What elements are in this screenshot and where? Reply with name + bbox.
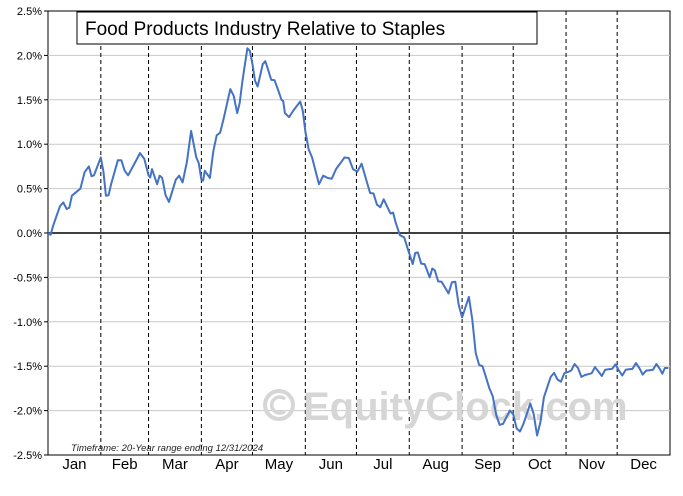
title-frame bbox=[76, 11, 538, 45]
y-tick-label: 2.0% bbox=[17, 50, 42, 62]
watermark: EquityClock.com bbox=[263, 385, 628, 429]
title-box: Food Products Industry Relative to Stapl… bbox=[76, 11, 538, 45]
x-tick-label: May bbox=[265, 456, 294, 473]
x-tick-label: Jan bbox=[62, 456, 86, 473]
watermark-text: EquityClock.com bbox=[303, 385, 628, 429]
x-tick-label: Aug bbox=[422, 456, 449, 473]
series-line bbox=[47, 47, 669, 437]
y-tick-label: 0.0% bbox=[17, 228, 42, 240]
y-tick-label: 1.0% bbox=[17, 139, 42, 151]
x-tick-label: Nov bbox=[578, 456, 605, 473]
x-tick-label: Jun bbox=[319, 456, 343, 473]
y-tick-label: -2.5% bbox=[13, 450, 42, 462]
x-tick-label: Apr bbox=[215, 456, 238, 473]
x-tick-label: Sep bbox=[474, 456, 501, 473]
x-tick-label: Oct bbox=[528, 456, 552, 473]
x-axis-ticks: Jan Feb Mar Apr May Jun Jul Aug Sep Oct Nov Dec bbox=[62, 456, 657, 473]
y-tick-label: -1.0% bbox=[13, 317, 42, 329]
x-tick-label: Dec bbox=[630, 456, 657, 473]
y-tick-label: 2.5% bbox=[17, 6, 42, 18]
y-tick-label: -2.0% bbox=[13, 406, 42, 418]
x-tick-label: Jul bbox=[373, 456, 392, 473]
y-tick-label: 0.5% bbox=[17, 184, 42, 196]
y-tick-label: -0.5% bbox=[13, 272, 42, 284]
timeframe-footnote: Timeframe: 20-Year range ending 12/31/20… bbox=[71, 443, 263, 454]
watermark-copyright-icon bbox=[263, 389, 295, 421]
x-tick-label: Feb bbox=[112, 456, 138, 473]
y-tick-label: -1.5% bbox=[13, 361, 42, 373]
chart-title: Food Products Industry Relative to Stapl… bbox=[85, 19, 445, 40]
watermark-copyright-c bbox=[269, 395, 287, 415]
y-axis-ticks: 2.5% 2.0% 1.5% 1.0% 0.5% 0.0% -0.5% -1.0% -1.5% -… bbox=[13, 6, 48, 462]
x-tick-label: Mar bbox=[162, 456, 188, 473]
y-tick-label: 1.5% bbox=[17, 95, 42, 107]
month-gridlines bbox=[100, 11, 618, 455]
